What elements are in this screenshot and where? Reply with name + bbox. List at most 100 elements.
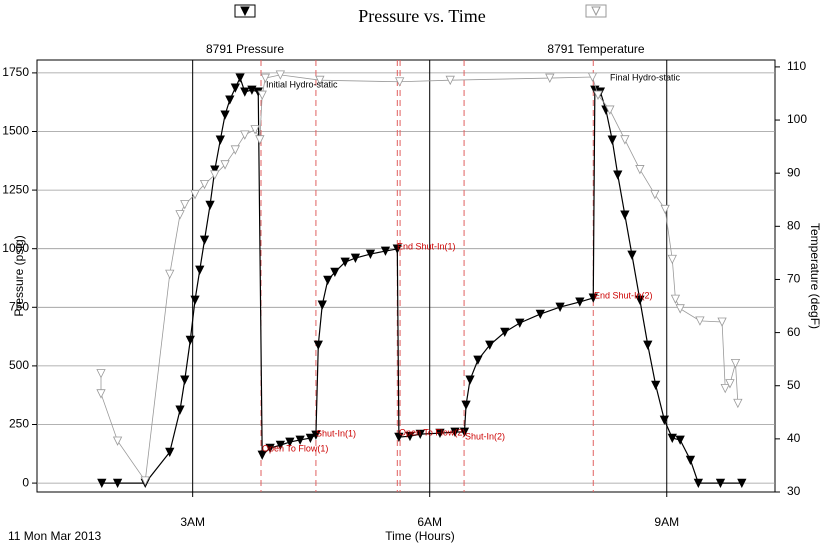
y2-tick-label: 100 (787, 112, 807, 126)
data-point (175, 210, 185, 220)
data-point (255, 135, 265, 145)
x-axis-label: Time (Hours) (385, 529, 455, 543)
data-point (675, 304, 685, 314)
data-point (275, 70, 286, 80)
data-point (730, 359, 741, 369)
data-point (395, 77, 405, 87)
data-point (459, 427, 470, 437)
data-point (350, 253, 361, 263)
data-point (392, 244, 402, 254)
data-point (315, 75, 325, 86)
data-point (695, 316, 705, 326)
y2-tick-label: 110 (787, 59, 806, 73)
data-point (230, 83, 240, 93)
data-point (220, 110, 230, 120)
data-point (394, 432, 404, 443)
data-point (667, 433, 677, 443)
data-point (715, 478, 726, 488)
data-point (415, 429, 425, 439)
data-point (643, 340, 653, 350)
data-point (667, 254, 677, 265)
legend-marker (240, 6, 250, 17)
legend-label: 8791 Temperature (547, 42, 645, 56)
data-point (190, 295, 200, 305)
legend-label: 8791 Pressure (206, 42, 284, 56)
data-point (340, 257, 350, 267)
data-point (620, 210, 630, 220)
chart-title: Pressure vs. Time (358, 6, 486, 26)
data-point (461, 400, 471, 410)
data-point (199, 235, 210, 245)
data-point (627, 250, 637, 260)
data-point (175, 405, 185, 415)
x-tick-label: 9AM (654, 515, 679, 529)
y-tick-label: 1000 (2, 241, 29, 255)
data-point (450, 427, 460, 437)
plot-area (36, 59, 776, 493)
data-point (588, 293, 598, 303)
data-point (405, 431, 415, 442)
annotation: Final Hydro-static (610, 72, 681, 82)
x-tick-label: 3AM (180, 515, 205, 529)
data-point (240, 87, 250, 97)
data-point (199, 179, 210, 190)
y-tick-label: 250 (9, 417, 29, 431)
data-point (473, 355, 483, 365)
data-point (555, 302, 565, 312)
data-point (180, 200, 190, 210)
legend-marker (591, 6, 601, 17)
data-point (635, 295, 645, 305)
data-point (285, 437, 295, 447)
data-point (485, 340, 495, 350)
data-point (240, 130, 250, 140)
y2-tick-label: 60 (787, 325, 801, 339)
data-point (305, 433, 316, 443)
data-point (96, 389, 106, 399)
data-point (545, 73, 555, 83)
annotation: Open To Flow(1) (262, 443, 328, 453)
data-point (620, 135, 630, 145)
y2-tick-label: 70 (787, 272, 801, 286)
data-point (607, 135, 617, 145)
data-point (675, 435, 685, 445)
data-point (693, 478, 704, 488)
y2-tick-label: 30 (787, 484, 801, 498)
data-point (260, 73, 271, 83)
data-point (535, 309, 545, 319)
data-point (737, 478, 747, 488)
y-tick-label: 1250 (2, 182, 29, 196)
data-point (587, 72, 598, 82)
data-point (685, 455, 696, 466)
data-point (185, 335, 195, 346)
data-point (165, 447, 175, 458)
data-point (651, 380, 661, 391)
data-point (215, 135, 225, 145)
y-tick-label: 500 (9, 358, 29, 372)
data-point (380, 246, 391, 256)
data-point (311, 430, 321, 440)
data-point (112, 436, 123, 446)
data-point (180, 375, 190, 385)
y2-tick-label: 80 (787, 218, 801, 232)
annotation: End Shut-In(2) (594, 290, 653, 300)
data-point (717, 317, 727, 327)
data-point (365, 249, 376, 259)
data-point (330, 267, 340, 278)
data-point (500, 327, 510, 338)
y-tick-label: 1500 (2, 124, 29, 138)
data-point (97, 478, 107, 488)
data-point (659, 415, 670, 425)
y2-axis-label: Temperature (degF) (808, 223, 822, 329)
data-point (257, 90, 267, 100)
data-point (210, 170, 220, 180)
data-point (96, 369, 106, 379)
y2-tick-label: 40 (787, 431, 801, 445)
data-point (445, 75, 455, 86)
annotation: Shut-In(2) (465, 431, 505, 441)
data-point (225, 95, 235, 105)
y2-tick-label: 90 (787, 165, 801, 179)
annotation: Shut-In(1) (316, 428, 356, 438)
date-label: 11 Mon Mar 2013 (8, 529, 101, 543)
annotation: Open To Flow(2) (399, 427, 465, 437)
data-point (220, 160, 230, 170)
